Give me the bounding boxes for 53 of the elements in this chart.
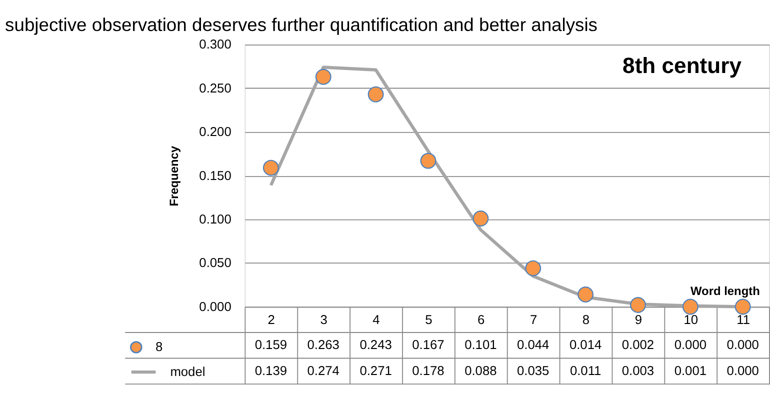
x-tick-label: 3 (320, 312, 328, 327)
data-label: 0.271 (360, 362, 392, 378)
x-tick-label: 2 (268, 312, 275, 327)
legend-label: model (170, 364, 206, 379)
x-tick-label: 6 (478, 312, 485, 327)
data-label: 0.011 (570, 362, 602, 378)
point (472, 210, 489, 226)
data-label: 0.044 (517, 337, 550, 352)
x-tick-label: 4 (372, 312, 380, 327)
y-tick-label: 0.200 (199, 124, 232, 140)
point (630, 297, 646, 313)
y-tick-label: 0.250 (199, 80, 232, 96)
point (315, 68, 332, 85)
data-label: 0.003 (622, 362, 654, 378)
data-label: 0.002 (622, 337, 654, 352)
data-label: 0.001 (674, 362, 707, 378)
data-label: 0.159 (254, 337, 288, 352)
data-label: 0.101 (464, 337, 497, 352)
x-tick-label: 11 (736, 312, 750, 327)
data-label: 0.243 (360, 337, 392, 352)
x-tick-label: 10 (684, 312, 698, 327)
chart-title: 8th century (622, 53, 742, 78)
point (525, 260, 542, 276)
data-label: 0.000 (726, 362, 759, 378)
data-label: 0.035 (517, 362, 550, 378)
data-label: 0.178 (412, 362, 444, 378)
point (262, 160, 279, 176)
data-label: 0.274 (307, 362, 340, 378)
x-axis-title: Word length (690, 284, 760, 298)
y-axis-title: Frequency (166, 146, 181, 206)
data-label: 0.167 (412, 337, 444, 352)
x-tick-label: 7 (530, 312, 538, 327)
point (578, 286, 594, 302)
x-tick-label: 9 (634, 312, 642, 327)
point (368, 86, 384, 102)
data-label: 0.014 (569, 337, 602, 352)
data-label: 0.000 (726, 337, 759, 352)
point (734, 298, 751, 315)
text: subjective observation deserves further quantification and better analysis (5, 14, 598, 35)
y-tick-label: 0.000 (199, 298, 232, 314)
data-label: 0.088 (464, 362, 497, 378)
point (682, 298, 698, 315)
data-label: 0.000 (674, 337, 707, 352)
legend-label: 8 (155, 338, 163, 354)
x-tick-label: 5 (425, 312, 432, 327)
data-label: 0.263 (307, 337, 340, 352)
y-tick-label: 0.100 (199, 212, 232, 226)
y-tick-label: 0.050 (199, 255, 232, 270)
y-tick-label: 0.300 (199, 36, 232, 52)
y-tick-label: 0.150 (199, 168, 232, 183)
x-tick-label: 8 (582, 312, 590, 327)
point (420, 152, 436, 169)
data-label: 0.139 (254, 362, 288, 378)
